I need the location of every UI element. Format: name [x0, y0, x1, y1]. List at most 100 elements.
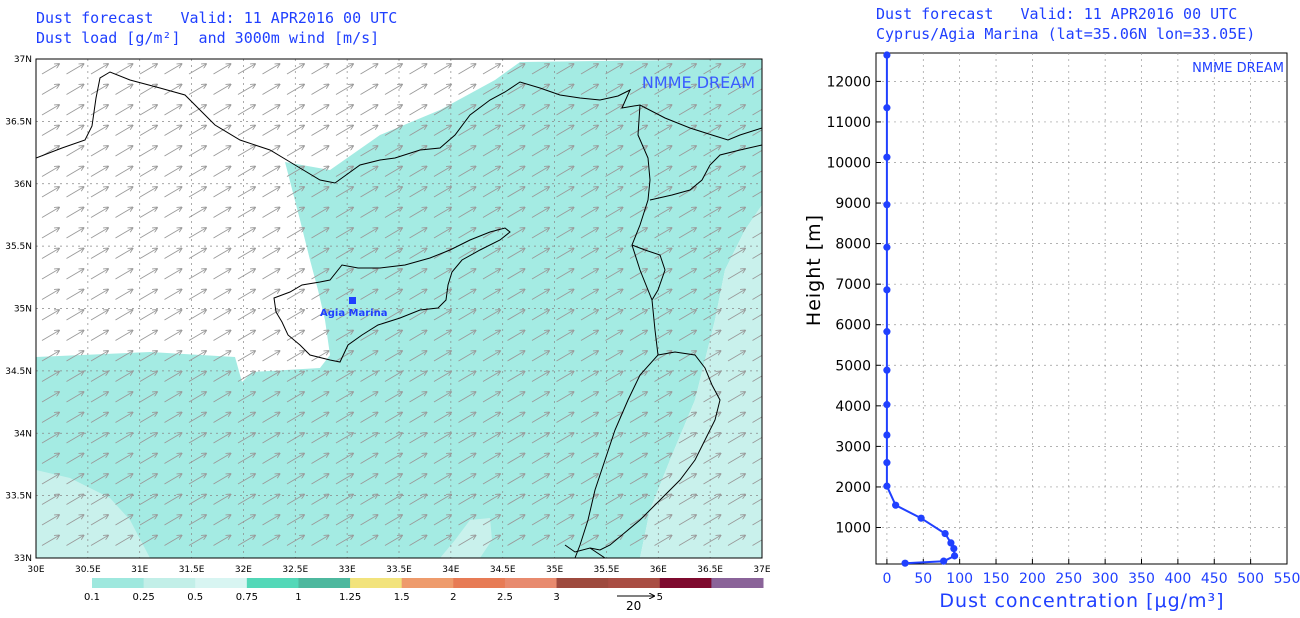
wind-arrow: [482, 126, 500, 136]
wind-arrow: [213, 454, 231, 464]
wind-arrow: [262, 228, 280, 239]
wind-arrow: [752, 518, 762, 526]
wind-arrow: [66, 146, 84, 157]
wind-arrow: [531, 474, 549, 485]
wind-arrow: [752, 252, 762, 259]
wind-arrow: [384, 249, 402, 259]
wind-arrow: [360, 372, 378, 382]
wind-arrow: [237, 228, 255, 239]
wind-reference-vector: 20: [617, 596, 654, 613]
wind-arrow: [286, 413, 304, 423]
wind-arrow: [433, 351, 451, 362]
wind-arrow: [654, 433, 672, 444]
wind-arrow: [409, 331, 427, 341]
wind-arrow: [605, 249, 623, 259]
wind-arrow: [213, 433, 231, 444]
wind-arrow: [188, 126, 206, 136]
wind-arrow: [213, 310, 231, 321]
wind-arrow: [384, 433, 402, 444]
wind-arrow: [458, 454, 476, 464]
wind-arrow: [409, 495, 427, 505]
wind-arrow: [703, 167, 721, 177]
wind-arrow: [384, 536, 402, 546]
wind-arrow: [409, 515, 427, 526]
wind-arrow: [139, 269, 157, 280]
wind-arrow: [384, 208, 402, 218]
wind-arrow: [188, 269, 206, 280]
wind-arrow: [384, 64, 402, 75]
wind-arrow: [286, 351, 304, 362]
wind-arrow: [482, 269, 500, 280]
wind-arrow: [507, 351, 525, 362]
wind-arrow: [384, 146, 402, 157]
wind-arrow: [41, 249, 59, 259]
wind-arrow: [605, 85, 623, 95]
wind-arrow: [531, 228, 549, 239]
wind-arrow: [507, 64, 525, 75]
wind-arrow: [531, 433, 549, 444]
wind-arrow: [703, 290, 721, 300]
wind-arrow: [90, 310, 108, 321]
wind-arrow: [360, 126, 378, 136]
wind-arrow: [556, 228, 574, 239]
wind-arrow: [654, 208, 672, 218]
wind-arrow: [335, 208, 353, 218]
wind-arrow: [727, 290, 745, 300]
wind-arrow: [139, 372, 157, 382]
wind-arrow: [66, 85, 84, 95]
wind-arrow: [531, 536, 549, 546]
wind-arrow: [531, 351, 549, 362]
wind-arrow: [311, 310, 329, 321]
wind-arrow: [237, 249, 255, 259]
wind-arrow: [409, 187, 427, 198]
wind-arrow: [115, 331, 133, 341]
wind-arrow: [286, 515, 304, 526]
wind-arrow: [727, 228, 745, 239]
wind-arrow: [458, 536, 476, 546]
wind-arrow: [727, 208, 745, 218]
lon-tick-label: 32E: [235, 565, 252, 575]
wind-arrow: [482, 515, 500, 526]
wind-arrow: [213, 413, 231, 423]
wind-arrow: [507, 331, 525, 341]
wind-arrow: [433, 392, 451, 403]
wind-arrow: [409, 290, 427, 300]
wind-arrow: [752, 88, 762, 95]
wind-arrow: [629, 310, 647, 321]
wind-arrow: [90, 372, 108, 382]
wind-arrow: [482, 536, 500, 546]
syria-iraq-jordan-border: [589, 351, 721, 551]
wind-arrow: [458, 392, 476, 403]
wind-arrow: [90, 269, 108, 280]
wind-arrow: [164, 208, 182, 218]
wind-arrow: [360, 146, 378, 157]
wind-arrow: [531, 126, 549, 136]
wind-arrow: [237, 536, 255, 546]
wind-arrow: [188, 146, 206, 157]
wind-arrow: [384, 126, 402, 136]
wind-arrow: [678, 105, 696, 116]
wind-arrow: [458, 228, 476, 239]
wind-arrow: [752, 108, 762, 116]
wind-arrow: [164, 331, 182, 341]
wind-arrow: [115, 167, 133, 177]
wind-arrow: [311, 474, 329, 485]
wind-arrow: [556, 146, 574, 157]
wind-arrow: [262, 208, 280, 218]
wind-arrow: [335, 310, 353, 321]
wind-arrow: [580, 351, 598, 362]
wind-arrow: [139, 64, 157, 75]
wind-arrow: [286, 249, 304, 259]
wind-arrow: [678, 515, 696, 526]
wind-arrow: [556, 433, 574, 444]
wind-arrow: [188, 249, 206, 259]
wind-arrow: [41, 310, 59, 321]
wind-arrow: [703, 105, 721, 116]
wind-arrow: [409, 126, 427, 136]
wind-arrow: [482, 351, 500, 362]
lon-tick-label: 30.5E: [75, 565, 101, 575]
map-title: Dust forecast Valid: 11 APR2016 00 UTC D…: [36, 8, 397, 48]
profile-title-line1: Dust forecast Valid: 11 APR2016 00 UTC: [876, 5, 1238, 23]
wind-arrow: [164, 433, 182, 444]
wind-arrow: [90, 146, 108, 157]
